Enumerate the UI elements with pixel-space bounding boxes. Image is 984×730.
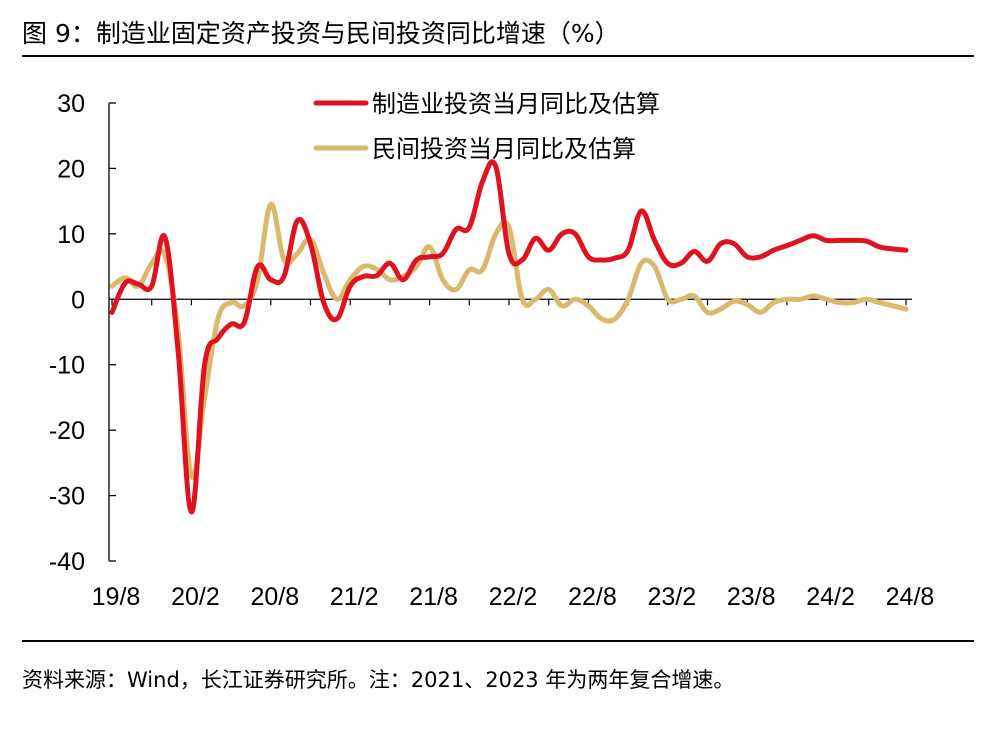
- legend-label: 制造业投资当月同比及估算: [372, 90, 660, 118]
- bottom-rule: [22, 640, 974, 642]
- x-tick-label: 19/8: [92, 583, 141, 611]
- x-tick-label: 21/8: [409, 583, 458, 611]
- legend-label: 民间投资当月同比及估算: [372, 135, 636, 163]
- series-line-manufacturing: [109, 159, 909, 515]
- x-tick-label: 24/2: [806, 583, 855, 611]
- legend-private: 民间投资当月同比及估算: [313, 135, 636, 163]
- y-tick-label: 0: [71, 286, 85, 314]
- x-tick-label: 22/8: [568, 583, 617, 611]
- x-tick-label: 20/2: [171, 583, 220, 611]
- series-line-private: [109, 201, 909, 480]
- x-tick-label: 23/2: [647, 583, 696, 611]
- series-layer: [109, 159, 909, 515]
- x-tick-label: 20/8: [250, 583, 299, 611]
- y-tick-label: -30: [49, 483, 85, 511]
- chart-title: 图 9：制造业固定资产投资与民间投资同比增速（%）: [22, 19, 620, 48]
- x-tick-label: 23/8: [727, 583, 776, 611]
- y-tick-label: -40: [49, 548, 85, 576]
- line-chart: 30 20 10 0 -10 -20 -30 -40 19/8 20/2 20/8 21/2 21/8…: [49, 90, 935, 611]
- y-tick-label: 20: [57, 155, 85, 183]
- x-tick-label: 24/8: [886, 583, 935, 611]
- y-tick-label: -10: [49, 352, 85, 380]
- y-axis: 30 20 10 0 -10 -20 -30 -40: [49, 90, 116, 576]
- x-tick-label: 21/2: [330, 583, 379, 611]
- y-tick-label: -20: [49, 417, 85, 445]
- legend-manufacturing: 制造业投资当月同比及估算: [313, 90, 660, 118]
- y-tick-label: 10: [57, 221, 85, 249]
- source-note: 资料来源：Wind，长江证券研究所。注：2021、2023 年为两年复合增速。: [22, 668, 735, 692]
- x-tick-label: 22/2: [489, 583, 538, 611]
- x-axis: 19/8 20/2 20/8 21/2 21/8 22/2 22/8 23/2 23/8 24/2…: [92, 298, 935, 611]
- y-tick-label: 30: [57, 90, 85, 118]
- top-rule: [22, 55, 974, 57]
